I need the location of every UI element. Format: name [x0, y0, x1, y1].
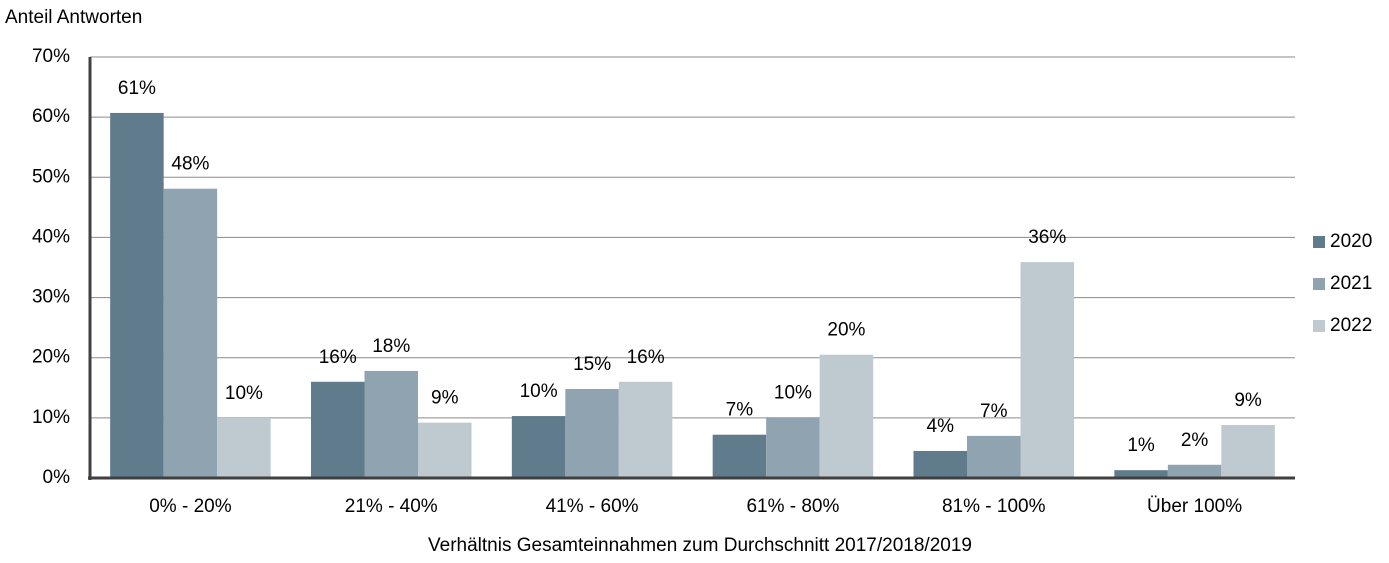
data-label: 9% — [1234, 390, 1262, 411]
legend-swatch — [1313, 320, 1325, 332]
y-axis-label: Anteil Antworten — [5, 7, 142, 28]
data-label: 10% — [225, 383, 263, 404]
y-tick-label: 30% — [32, 287, 70, 308]
bar — [766, 417, 820, 478]
data-label: 61% — [118, 78, 156, 99]
bar — [364, 370, 418, 478]
x-tick-label: 81% - 100% — [942, 496, 1046, 517]
x-tick-label: 21% - 40% — [345, 496, 438, 517]
data-label: 10% — [520, 381, 558, 402]
bar — [618, 381, 673, 478]
legend-swatch — [1313, 278, 1325, 290]
x-tick-label: 61% - 80% — [746, 496, 839, 517]
x-tick-label: Über 100% — [1147, 496, 1242, 517]
y-tick-label: 20% — [32, 347, 70, 368]
bar — [712, 434, 767, 478]
data-label: 20% — [827, 320, 865, 341]
data-label: 18% — [372, 336, 410, 357]
y-tick-label: 40% — [32, 226, 70, 247]
data-label: 2% — [1181, 430, 1209, 451]
data-label: 48% — [171, 154, 209, 175]
bar — [418, 422, 472, 478]
data-label: 16% — [319, 347, 357, 368]
bar — [311, 381, 365, 478]
data-label: 10% — [774, 382, 812, 403]
data-label: 16% — [627, 347, 665, 368]
bar — [565, 388, 619, 478]
x-tick-label: 0% - 20% — [149, 496, 231, 517]
bar — [511, 416, 566, 478]
data-label: 36% — [1028, 227, 1066, 248]
x-tick-label: 41% - 60% — [546, 496, 639, 517]
data-label: 9% — [431, 388, 459, 409]
bar — [967, 435, 1021, 478]
legend-label: 2021 — [1330, 273, 1372, 294]
x-axis-label: Verhältnis Gesamteinnahmen zum Durchschn… — [428, 535, 972, 556]
legend-swatch — [1313, 236, 1325, 248]
y-tick-label: 50% — [32, 166, 70, 187]
y-tick-label: 10% — [32, 407, 70, 428]
y-tick-label: 0% — [43, 467, 71, 488]
data-label: 7% — [980, 401, 1008, 422]
legend-label: 2020 — [1330, 231, 1372, 252]
bar — [1114, 470, 1168, 478]
bar — [1221, 425, 1275, 478]
data-label: 4% — [927, 416, 955, 437]
bar — [913, 450, 967, 478]
bar — [163, 188, 218, 478]
bar — [217, 417, 271, 478]
bar — [819, 354, 874, 478]
data-label: 1% — [1127, 435, 1155, 456]
legend-label: 2022 — [1330, 315, 1372, 336]
bar — [1020, 262, 1074, 478]
bar — [1167, 464, 1222, 478]
data-label: 15% — [573, 354, 611, 375]
y-tick-label: 60% — [32, 106, 70, 127]
data-label: 7% — [726, 400, 754, 421]
y-tick-label: 70% — [32, 46, 70, 67]
bar — [110, 112, 164, 478]
